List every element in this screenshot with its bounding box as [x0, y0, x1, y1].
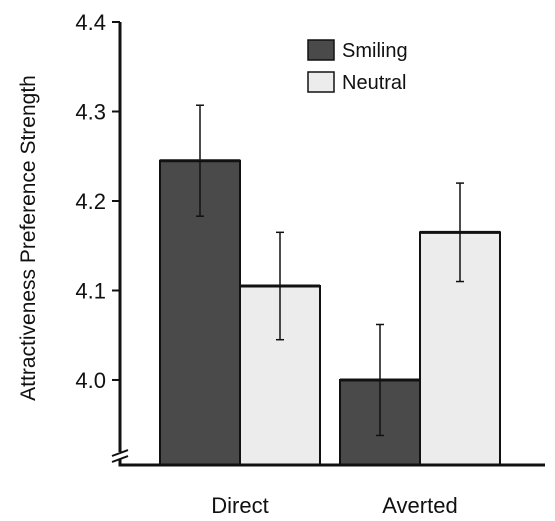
axis-break-mark [111, 455, 129, 463]
axis-break-gap [112, 452, 128, 459]
legend-label-neutral: Neutral [342, 72, 406, 94]
legend-swatch-smiling [307, 39, 335, 61]
y-tick-label: 4.2 [75, 189, 106, 214]
x-categories-group: Direct Averted [211, 493, 457, 518]
y-tick-label: 4.1 [75, 278, 106, 303]
axes-group [111, 22, 545, 467]
y-tick-label: 4.3 [75, 99, 106, 124]
legend-label-smiling: Smiling [342, 40, 408, 62]
x-category-label: Direct [211, 493, 268, 518]
legend: Smiling Neutral [307, 39, 408, 94]
y-tick-label: 4.0 [75, 368, 106, 393]
y-ticks-group: 4.0 4.1 4.2 4.3 4.4 [75, 10, 120, 393]
bars-group [159, 159, 501, 467]
legend-swatch-neutral [307, 71, 335, 93]
axis-break-mark [111, 449, 129, 457]
x-category-label: Averted [382, 493, 457, 518]
y-axis-title: Attractiveness Preference Strength [17, 75, 40, 401]
error-bars-group [196, 104, 464, 437]
y-tick-label: 4.4 [75, 10, 106, 35]
